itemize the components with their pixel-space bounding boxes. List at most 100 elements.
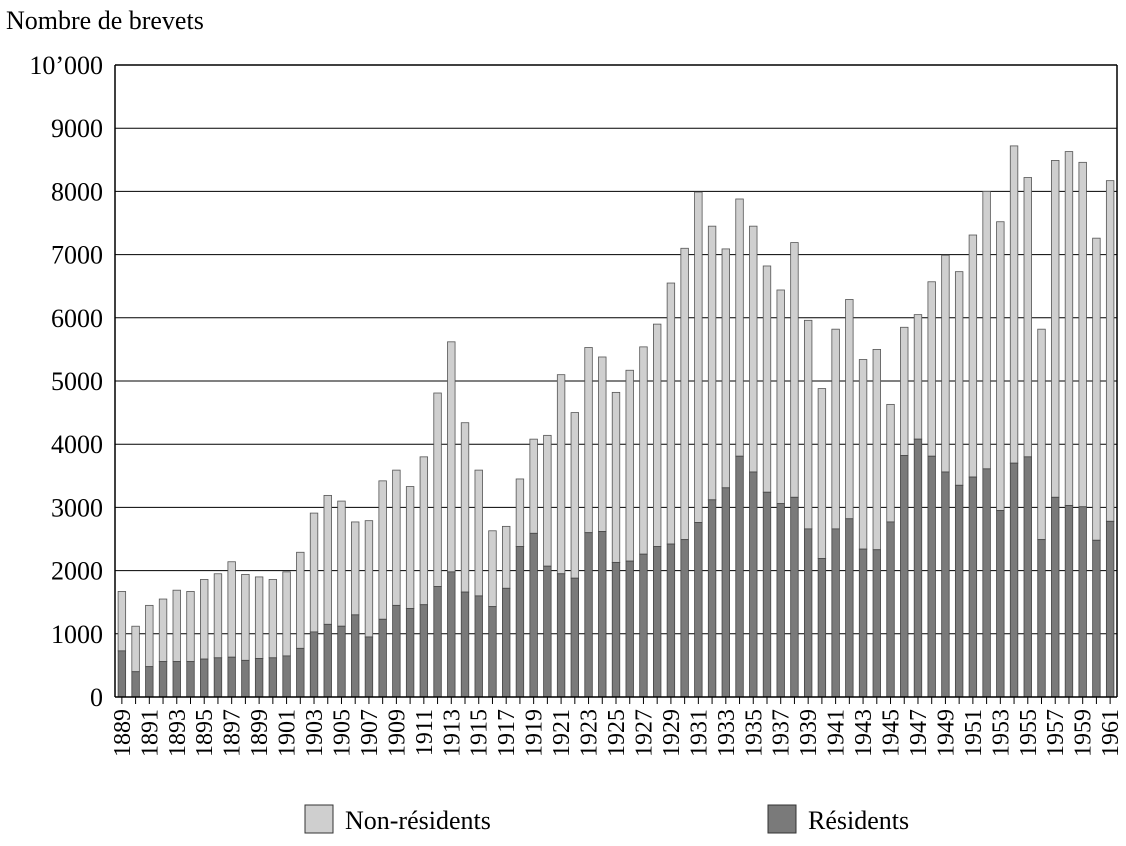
bar-residents (488, 606, 497, 698)
x-axis-ticks: 1889 1891 1893 1895 1897 1899 1901 1903 1905 1907… (110, 697, 1124, 757)
bar-residents (117, 650, 127, 698)
bar-residents (460, 591, 470, 698)
bar-non-residents (1092, 237, 1101, 541)
x-tick-label: 1961 (1098, 709, 1124, 757)
bar-non-residents (913, 314, 923, 440)
bar-residents (145, 666, 154, 698)
x-tick-label: 1947 (906, 709, 932, 757)
bar-non-residents (1009, 145, 1019, 464)
bar-non-residents (447, 341, 456, 573)
x-tick-label: 1943 (851, 709, 877, 757)
bar-non-residents (721, 248, 730, 489)
bar-non-residents (502, 525, 511, 589)
y-axis-ticks: 0 1000 2000 3000 4000 5000 6000 7000 8000 9000 10’… (29, 51, 103, 712)
bar-residents (556, 573, 566, 698)
y-tick-label: 10’000 (29, 51, 103, 80)
bar-non-residents (598, 356, 607, 532)
bar-non-residents (749, 225, 758, 473)
bar-residents (502, 587, 511, 698)
bar-non-residents (186, 591, 195, 663)
x-tick-label: 1907 (357, 709, 383, 757)
bar-non-residents (337, 500, 346, 627)
x-tick-label: 1937 (769, 709, 795, 757)
bar-non-residents (515, 478, 525, 547)
x-tick-label: 1905 (329, 709, 355, 757)
bar-non-residents (927, 281, 936, 457)
bar-non-residents (694, 191, 703, 523)
bar-residents (954, 484, 964, 698)
bar-non-residents (611, 391, 621, 563)
bar-residents (392, 604, 401, 698)
bar-non-residents (254, 576, 264, 659)
x-tick-label: 1917 (494, 709, 520, 757)
bar-residents (323, 623, 332, 698)
bar-residents (227, 656, 236, 698)
bar-residents (1092, 539, 1101, 698)
legend-residents-label: Résidents (808, 806, 909, 835)
bar-non-residents (1078, 161, 1087, 508)
x-tick-label: 1929 (659, 709, 685, 757)
y-tick-label: 2000 (51, 557, 103, 586)
y-tick-label: 3000 (51, 493, 103, 522)
bar-residents (570, 577, 579, 698)
bar-residents (886, 521, 895, 698)
x-tick-label: 1959 (1071, 709, 1097, 757)
x-tick-label: 1955 (1016, 709, 1042, 757)
bar-non-residents (200, 579, 209, 660)
bar-non-residents (845, 299, 854, 520)
bars (117, 145, 1115, 698)
bar-residents (172, 661, 181, 698)
x-tick-label: 1897 (220, 709, 246, 757)
bar-non-residents (803, 319, 813, 530)
bar-non-residents (268, 579, 278, 659)
x-tick-label: 1921 (549, 709, 575, 757)
bar-residents (639, 553, 648, 698)
bar-residents (186, 661, 195, 698)
legend-non-residents-label: Non-résidents (345, 806, 491, 835)
bar-non-residents (1023, 177, 1032, 458)
bar-residents (447, 571, 456, 698)
bar-residents (900, 455, 909, 698)
legend-non-residents-swatch (304, 804, 334, 834)
x-tick-label: 1925 (604, 709, 630, 757)
x-tick-label: 1895 (192, 709, 218, 757)
y-tick-label: 0 (90, 683, 103, 712)
bar-residents (996, 510, 1005, 698)
bar-residents (337, 625, 346, 698)
x-tick-label: 1893 (165, 709, 191, 757)
y-tick-label: 4000 (51, 430, 103, 459)
bar-non-residents (282, 571, 291, 657)
x-tick-label: 1957 (1043, 709, 1069, 757)
bar-non-residents (996, 221, 1005, 511)
bar-non-residents (172, 589, 181, 663)
x-tick-label: 1933 (714, 709, 740, 757)
x-tick-label: 1939 (796, 709, 822, 757)
bar-residents (1023, 456, 1032, 698)
bar-residents (721, 487, 730, 698)
bar-residents (405, 608, 415, 698)
bar-residents (515, 546, 525, 698)
y-tick-label: 5000 (51, 367, 103, 396)
bar-residents (790, 496, 799, 698)
bar-residents (598, 531, 607, 698)
bar-residents (941, 471, 950, 698)
x-tick-label: 1945 (879, 709, 905, 757)
bar-residents (707, 499, 717, 698)
bar-residents (241, 659, 250, 698)
bar-non-residents (790, 242, 799, 498)
bar-non-residents (680, 247, 689, 541)
x-tick-label: 1915 (467, 709, 493, 757)
bar-non-residents (762, 265, 772, 493)
x-tick-label: 1949 (933, 709, 959, 757)
bar-non-residents (831, 328, 840, 530)
bar-non-residents (858, 359, 868, 550)
bar-non-residents (529, 438, 538, 534)
bar-non-residents (584, 347, 593, 534)
bar-non-residents (309, 512, 319, 633)
x-tick-label: 1901 (275, 709, 301, 757)
bar-residents (364, 636, 374, 698)
bar-non-residents (625, 369, 634, 562)
x-tick-label: 1889 (110, 709, 136, 757)
x-tick-label: 1913 (439, 709, 465, 757)
bar-non-residents (666, 282, 676, 545)
